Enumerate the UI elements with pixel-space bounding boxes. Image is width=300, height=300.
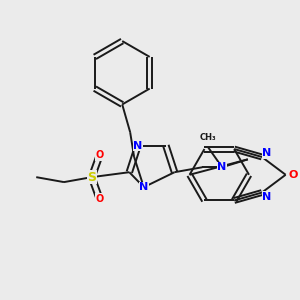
Text: N: N	[218, 162, 227, 172]
Text: N: N	[262, 191, 272, 202]
Text: N: N	[133, 141, 142, 151]
Text: S: S	[87, 171, 96, 184]
Text: O: O	[95, 194, 104, 204]
Text: O: O	[95, 150, 104, 161]
Text: O: O	[289, 170, 298, 180]
Text: CH₃: CH₃	[200, 133, 217, 142]
Text: N: N	[262, 148, 272, 158]
Text: N: N	[139, 182, 148, 192]
